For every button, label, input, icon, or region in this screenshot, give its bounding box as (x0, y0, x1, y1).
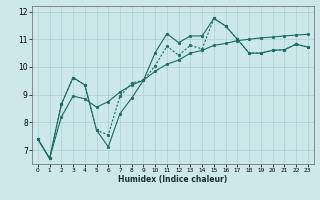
X-axis label: Humidex (Indice chaleur): Humidex (Indice chaleur) (118, 175, 228, 184)
